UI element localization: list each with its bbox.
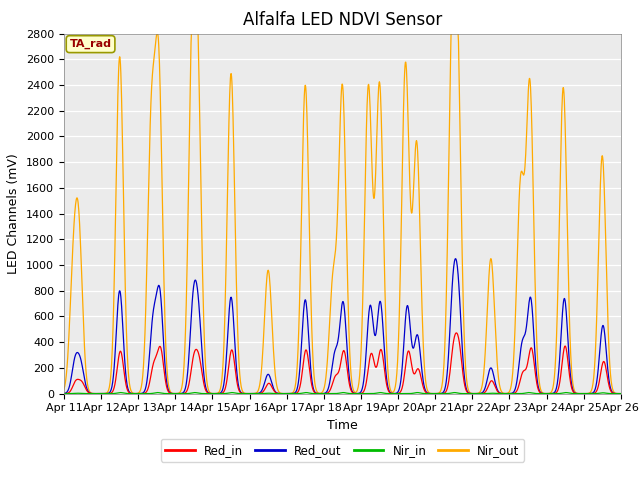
Red_in: [452, 330, 460, 336]
Nir_out: [308, 346, 316, 352]
Nir_in: [562, 390, 570, 396]
Red_out: [126, 390, 134, 396]
Red_out: [617, 391, 625, 396]
Nir_in: [126, 391, 134, 396]
Red_in: [378, 347, 385, 352]
Title: Alfalfa LED NDVI Sensor: Alfalfa LED NDVI Sensor: [243, 11, 442, 29]
Nir_in: [297, 391, 305, 396]
Nir_in: [308, 391, 316, 396]
Legend: Red_in, Red_out, Nir_in, Nir_out: Red_in, Red_out, Nir_in, Nir_out: [161, 439, 524, 462]
Y-axis label: LED Channels (mV): LED Channels (mV): [8, 153, 20, 274]
X-axis label: Time: Time: [327, 419, 358, 432]
Red_in: [297, 381, 305, 386]
Red_in: [617, 391, 625, 396]
Red_out: [378, 303, 385, 309]
Nir_in: [617, 391, 625, 396]
Line: Nir_out: Nir_out: [64, 34, 621, 394]
Nir_in: [378, 390, 385, 396]
Line: Red_in: Red_in: [64, 333, 621, 394]
Red_in: [308, 384, 316, 390]
Red_out: [297, 355, 305, 361]
Nir_out: [126, 385, 134, 391]
Nir_in: [318, 391, 326, 396]
Red_out: [308, 379, 316, 385]
Nir_out: [297, 235, 305, 240]
Red_out: [104, 391, 111, 396]
Nir_out: [319, 389, 326, 395]
Text: TA_rad: TA_rad: [70, 39, 111, 49]
Red_in: [104, 391, 111, 396]
Red_out: [452, 256, 460, 262]
Nir_out: [104, 389, 111, 395]
Nir_out: [617, 391, 625, 396]
Line: Red_out: Red_out: [64, 259, 621, 394]
Nir_out: [60, 386, 68, 392]
Nir_out: [95, 391, 103, 396]
Red_out: [96, 391, 104, 396]
Nir_in: [95, 391, 102, 396]
Nir_out: [153, 31, 161, 36]
Nir_in: [60, 391, 68, 396]
Line: Nir_in: Nir_in: [64, 393, 621, 394]
Red_out: [60, 391, 68, 396]
Nir_out: [378, 127, 385, 132]
Nir_in: [104, 391, 111, 396]
Red_in: [97, 391, 104, 396]
Red_in: [126, 390, 134, 396]
Red_in: [318, 391, 326, 396]
Red_in: [60, 391, 68, 396]
Red_out: [318, 391, 326, 396]
